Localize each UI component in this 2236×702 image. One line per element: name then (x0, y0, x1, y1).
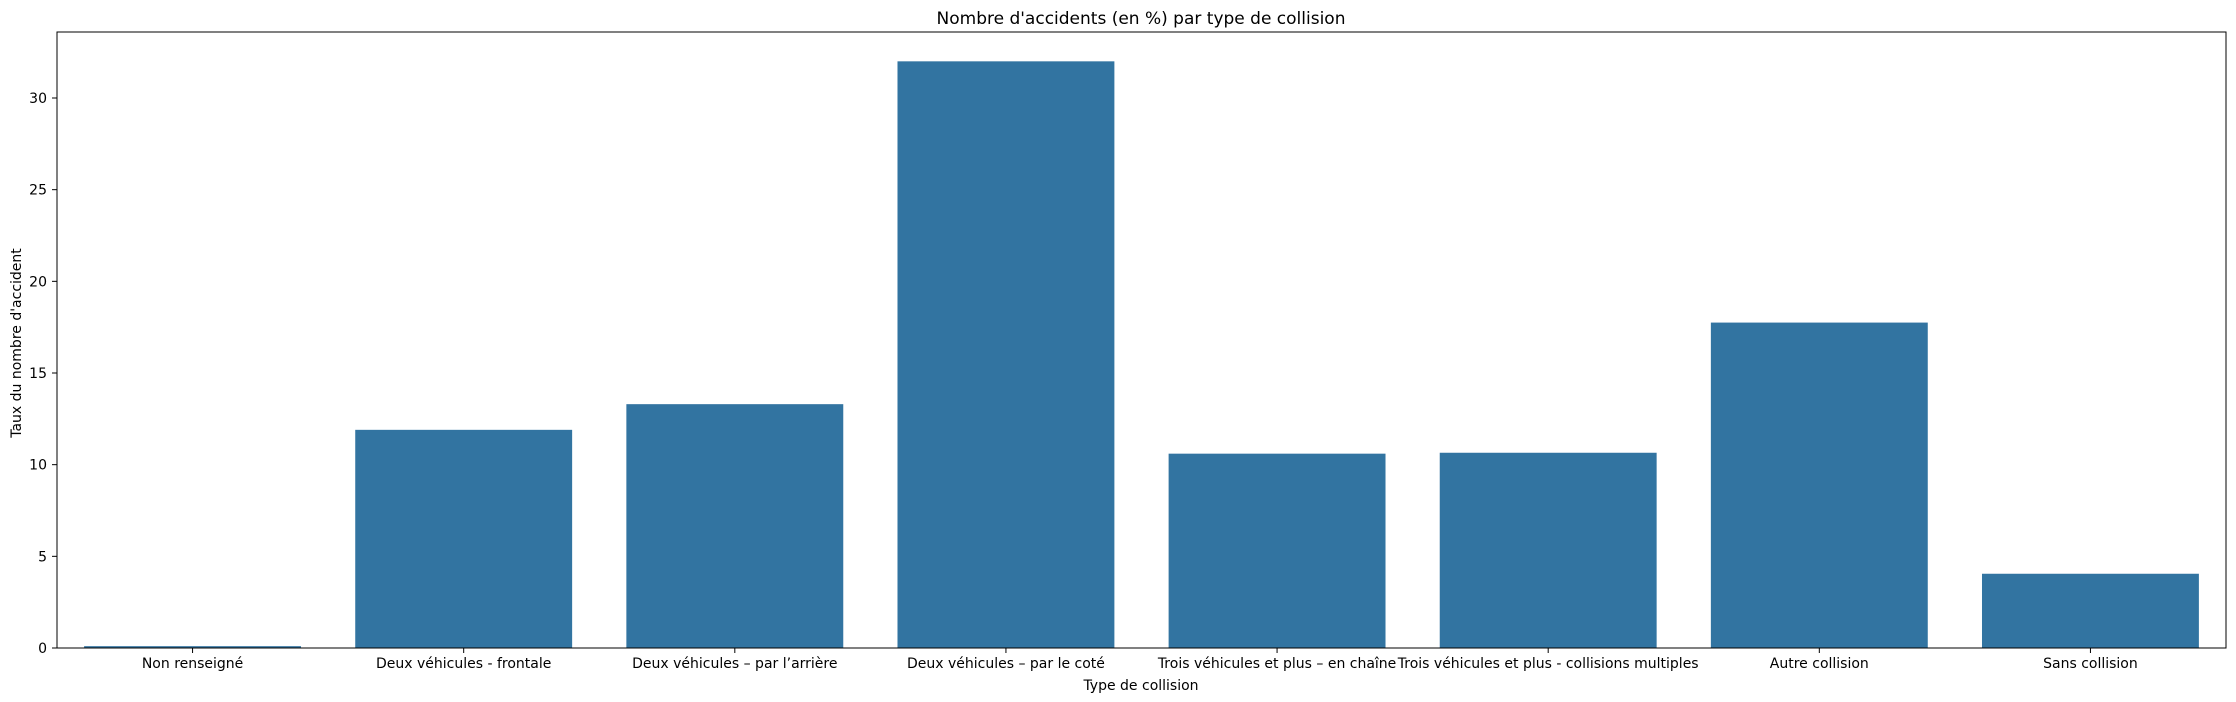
bar-0 (84, 646, 302, 648)
x-ticks-group: Non renseigné Deux véhicules - frontale De… (142, 648, 2138, 672)
x-tick-label: Deux véhicules – par le coté (907, 656, 1105, 672)
axes-group (56, 31, 2227, 649)
x-tick-label: Autre collision (1770, 656, 1869, 672)
x-tick-label: Deux véhicules – par l’arrière (632, 656, 837, 672)
bar-2 (626, 404, 844, 648)
x-axis-label: Type de collision (1082, 678, 1198, 694)
y-tick-label: 0 (38, 641, 47, 657)
x-tick-label: Trois véhicules et plus - collisions mul… (1397, 656, 1699, 672)
y-tick-label: 15 (29, 366, 47, 382)
plot-frame (56, 31, 2227, 649)
x-tick-label: Deux véhicules - frontale (376, 656, 551, 672)
y-tick-label: 20 (29, 274, 47, 290)
y-tick-label: 5 (38, 549, 47, 565)
y-ticks-group: 0 5 10 15 20 25 30 (29, 91, 57, 657)
y-tick-label: 30 (29, 91, 47, 107)
x-tick-label: Sans collision (2043, 656, 2138, 672)
y-axis-label: Taux du nombre d'accident (9, 248, 25, 439)
bar-5 (1439, 452, 1657, 648)
bar-3 (897, 61, 1115, 649)
bar-4 (1168, 453, 1386, 648)
x-tick-label: Non renseigné (142, 656, 243, 672)
bar-6 (1710, 322, 1928, 648)
bar-1 (355, 429, 573, 648)
chart-title: Nombre d'accidents (en %) par type de co… (937, 9, 1346, 29)
x-tick-label: Trois véhicules et plus – en chaîne (1157, 656, 1396, 672)
y-tick-label: 25 (29, 183, 47, 199)
y-tick-label: 10 (29, 458, 47, 474)
bar-7 (1981, 573, 2199, 648)
bars-group (84, 61, 2199, 649)
